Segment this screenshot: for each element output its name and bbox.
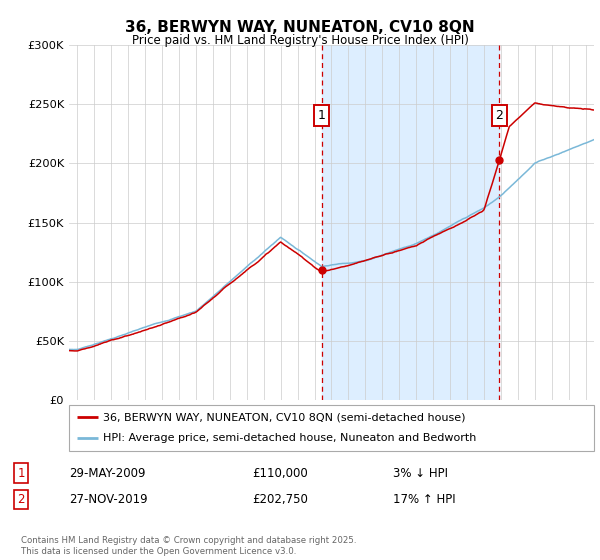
Text: Contains HM Land Registry data © Crown copyright and database right 2025.
This d: Contains HM Land Registry data © Crown c… — [21, 536, 356, 556]
Text: 17% ↑ HPI: 17% ↑ HPI — [393, 493, 455, 506]
Text: 1: 1 — [317, 109, 325, 123]
Text: 1: 1 — [17, 466, 25, 480]
Text: 2: 2 — [17, 493, 25, 506]
Text: Price paid vs. HM Land Registry's House Price Index (HPI): Price paid vs. HM Land Registry's House … — [131, 34, 469, 46]
Text: 2: 2 — [496, 109, 503, 123]
Text: £110,000: £110,000 — [252, 466, 308, 480]
Text: 36, BERWYN WAY, NUNEATON, CV10 8QN: 36, BERWYN WAY, NUNEATON, CV10 8QN — [125, 20, 475, 35]
Text: 36, BERWYN WAY, NUNEATON, CV10 8QN (semi-detached house): 36, BERWYN WAY, NUNEATON, CV10 8QN (semi… — [103, 412, 466, 422]
Text: 29-MAY-2009: 29-MAY-2009 — [69, 466, 146, 480]
Text: 3% ↓ HPI: 3% ↓ HPI — [393, 466, 448, 480]
Bar — [322, 45, 499, 400]
FancyBboxPatch shape — [69, 405, 594, 451]
Text: HPI: Average price, semi-detached house, Nuneaton and Bedworth: HPI: Average price, semi-detached house,… — [103, 433, 476, 444]
Text: 27-NOV-2019: 27-NOV-2019 — [69, 493, 148, 506]
Text: £202,750: £202,750 — [252, 493, 308, 506]
